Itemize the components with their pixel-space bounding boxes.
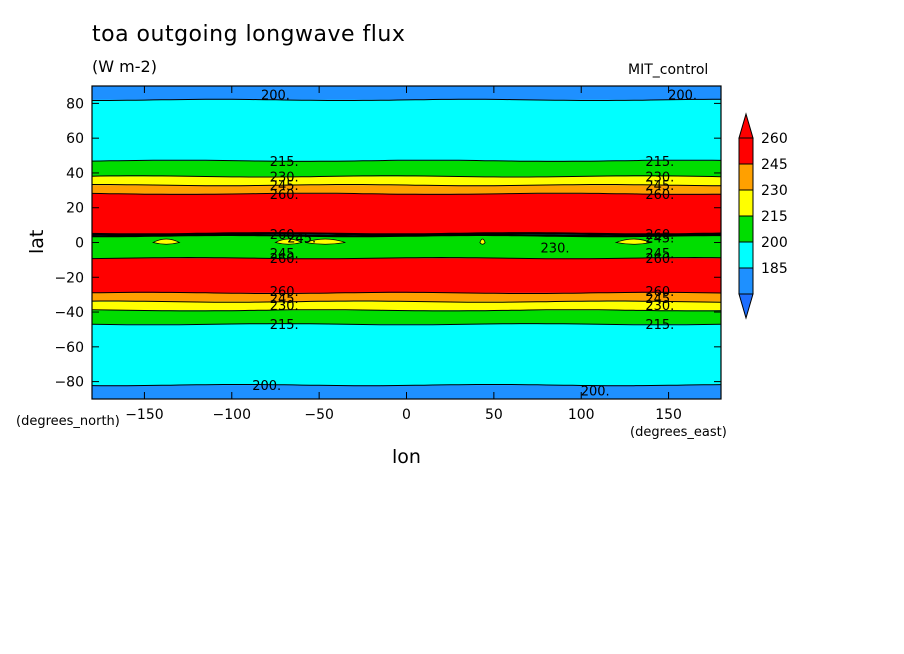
equatorial-patch-2 [305,238,346,245]
contour-label-9: 260. [645,188,674,203]
contour-label-20: 260. [645,285,674,300]
x-tick-label-4: 50 [485,407,503,423]
contour-line-0 [92,98,721,101]
band-11 [92,324,721,386]
contour-line-3 [92,184,721,187]
contour-line-1 [91,159,722,162]
contour-line-11 [91,323,722,326]
contour-label-5: 230. [645,170,674,185]
band-10 [92,310,721,325]
contour-label-24: 230. [645,299,674,314]
y-tick-label-0: −80 [54,375,84,391]
contour-label-23: 230. [270,299,299,314]
contour-label-18: 260. [645,252,674,267]
band-9 [92,301,721,311]
contour-line-5 [91,232,722,236]
chart-units: (W m-2) [92,57,157,76]
contour-label-3: 215. [645,155,674,170]
colorbar-label-0: 260 [761,131,788,147]
colorbar-label-4: 200 [761,235,788,251]
y-axis-units: (degrees_north) [16,414,120,429]
contour-label-7: 245. [645,179,674,194]
contour-label-11: 245. [287,231,316,246]
contour-line-12 [91,384,722,387]
colorbar-segment-5 [738,267,754,295]
band-6 [92,235,721,259]
contour-label-19: 260. [270,285,299,300]
colorbar-label-1: 245 [761,157,788,173]
contour-line-10 [91,309,722,312]
colorbar-label-5: 185 [761,261,788,277]
contour-line-9 [91,300,722,303]
y-tick-label-7: 60 [66,131,84,147]
colorbar-under-arrow [738,293,754,320]
contour-label-27: 200. [252,379,281,394]
equatorial-patch-3 [479,238,486,245]
run-label: MIT_control [628,62,709,78]
contour-label-26: 215. [645,318,674,333]
y-tick-label-5: 20 [66,201,84,217]
x-tick-label-3: 0 [402,407,411,423]
contour-label-15: 245. [270,247,299,262]
colorbar-segment-3 [738,215,754,243]
y-tick-label-8: 80 [66,96,84,112]
contour-label-2: 215. [270,155,299,170]
contour-label-10: 260. [270,228,299,243]
equatorial-patch-1 [274,238,303,245]
contour-label-13: 245. [645,231,674,246]
contour-label-25: 215. [270,318,299,333]
contour-line-8 [91,291,722,294]
equatorial-patch-4 [614,238,653,245]
colorbar-over-arrow [738,112,754,139]
colorbar-segment-4 [738,241,754,269]
contour-label-1: 200. [668,89,697,104]
contour-label-8: 260. [270,188,299,203]
band-8 [92,292,721,302]
x-tick-label-2: −50 [304,407,334,423]
colorbar-label-2: 230 [761,183,788,199]
band-4 [92,185,721,194]
band-2 [92,160,721,177]
band-5 [92,193,721,234]
colorbar-segment-2 [738,189,754,217]
contour-label-21: 245. [270,292,299,307]
contour-line-7 [91,256,722,260]
x-tick-label-6: 150 [655,407,682,423]
equatorial-patch-0 [152,238,181,245]
band-3 [92,176,721,186]
x-axis-units: (degrees_east) [630,425,727,440]
y-tick-label-1: −60 [54,340,84,356]
chart-title: toa outgoing longwave flux [92,22,406,47]
colorbar-label-3: 215 [761,209,788,225]
contour-line-4 [91,192,722,195]
contour-label-28: 200. [581,384,610,399]
band-1 [92,99,721,161]
contour-label-17: 245. [645,247,674,262]
colorbar-segment-0 [738,137,754,165]
x-tick-label-0: −150 [125,407,163,423]
contour-line-2 [91,175,722,178]
x-tick-label-5: 100 [568,407,595,423]
y-tick-label-4: 0 [75,236,84,252]
x-axis-label: lon [392,446,421,468]
contour-label-12: 260. [645,228,674,243]
contour-label-22: 245. [645,292,674,307]
y-tick-label-2: −40 [54,305,84,321]
y-tick-label-6: 40 [66,166,84,182]
contour-label-14: 230. [541,242,570,257]
contour-label-16: 260. [270,252,299,267]
contour-label-6: 245. [270,179,299,194]
colorbar-segment-1 [738,163,754,191]
contour-line-6 [91,233,721,238]
contour-label-4: 230. [270,170,299,185]
band-7 [92,258,721,293]
contour-label-0: 200. [261,89,290,104]
y-tick-label-3: −20 [54,270,84,286]
x-tick-label-1: −100 [213,407,251,423]
